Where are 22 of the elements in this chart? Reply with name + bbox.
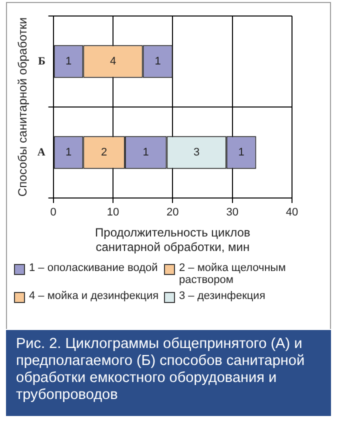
legend-label: 4 – мойка и дезинфекция <box>29 290 159 302</box>
y-tick-label: А <box>37 146 46 158</box>
text: Рис. 2. Циклограммы общепринятого (А) и предполагаемого (Б) способов санитарной обработки емкостного оборудования и трубопроводов <box>6 330 331 416</box>
legend-label: 1 – ополаскивание водой <box>29 262 158 274</box>
annotation: 1 <box>154 56 161 68</box>
x-tick-label: 40 <box>286 206 298 219</box>
annotation: 1 <box>142 146 149 159</box>
annotation: 2 <box>100 146 108 159</box>
annotation: 4 <box>110 56 116 68</box>
x-tick-label: 10 <box>106 206 120 219</box>
x-tick-label: 30 <box>226 206 238 219</box>
legend-label: 2 – мойка щелочным раствором <box>179 262 287 286</box>
annotation: 3 <box>193 146 200 159</box>
y-tick-label: Б <box>38 55 46 68</box>
x-axis-title: Продолжительность циклов санитарной обработки, мин <box>95 226 250 254</box>
legend-label: 3 – дезинфекция <box>179 290 266 302</box>
x-tick-label: 20 <box>166 206 179 219</box>
x-tick-label: 0 <box>50 206 56 219</box>
annotation: 1 <box>238 146 244 159</box>
annotation: 1 <box>65 56 72 68</box>
annotation: 1 <box>65 146 72 159</box>
y-axis-title: Способы санитарной обработки <box>16 17 30 197</box>
